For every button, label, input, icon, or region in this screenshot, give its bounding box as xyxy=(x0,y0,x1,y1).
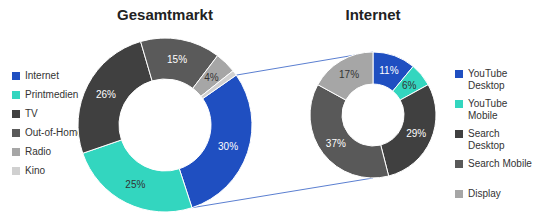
svg-text:25%: 25% xyxy=(125,179,145,190)
svg-text:17%: 17% xyxy=(339,69,359,80)
html-text:Gesamtmarkt: Gesamtmarkt xyxy=(117,6,213,23)
html-text:YouTube Desktop: YouTube Desktop xyxy=(468,68,508,91)
svg-text:30%: 30% xyxy=(218,141,238,152)
html-text:Internet: Internet xyxy=(345,6,401,23)
svg-text:37%: 37% xyxy=(326,138,346,149)
svg-text:29%: 29% xyxy=(406,128,426,139)
svg-text:15%: 15% xyxy=(167,54,187,65)
html-text:Search Desktop: Search Desktop xyxy=(468,128,505,151)
svg-text:6%: 6% xyxy=(402,80,417,91)
svg-text:26%: 26% xyxy=(96,89,116,100)
svg-text:11%: 11% xyxy=(379,65,398,76)
html-text:Radio: Radio xyxy=(25,146,52,157)
html-text:Display: Display xyxy=(468,188,501,199)
html-text:Search Mobile: Search Mobile xyxy=(468,158,532,169)
html-text:Out-of-Home: Out-of-Home xyxy=(25,127,83,138)
svg-text:4%: 4% xyxy=(204,72,219,83)
html-text:TV: TV xyxy=(25,108,38,119)
html-text:Printmedien: Printmedien xyxy=(25,89,79,100)
html-text:Internet: Internet xyxy=(25,70,59,81)
html-text:YouTube Mobile: YouTube Mobile xyxy=(468,98,508,121)
html-text:Kino: Kino xyxy=(25,165,45,176)
